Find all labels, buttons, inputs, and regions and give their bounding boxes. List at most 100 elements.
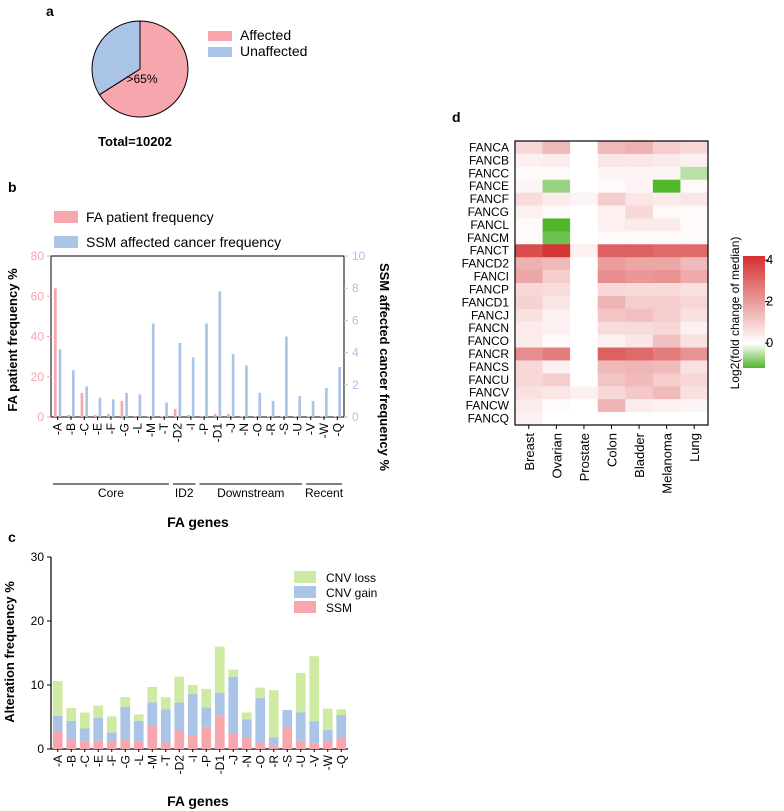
chart-c-x-tick-label: -Q [334,755,348,768]
chart-c-x-tick-label: -T [159,754,173,766]
colorbar-ticks: 4 2 0 [765,252,773,350]
bar-fa-patient-P [200,415,204,417]
heat-cell-FANCT-ovarian [542,244,571,258]
chart-b-ylabel-left: FA patient frequency % [5,268,20,412]
bar-cnv-gain-J [228,676,239,734]
bar-cnv-loss-J [228,669,239,677]
chart-b-x-tick-label: -O [250,423,264,436]
chart-b-left-tick-label: 60 [31,289,45,303]
chart-b-x-tick-label: -S [277,423,291,435]
heat-cell-FANCP-breast [515,283,543,297]
heat-cell-FANCB-lung [680,153,709,168]
chart-b-left-tick-label: 80 [31,249,45,263]
chart-c-x-tick-label: -R [267,755,281,768]
heat-cell-FANCV-colon [597,386,626,400]
chart-c-x-tick-label: -M [145,755,159,769]
colorbar [743,256,765,368]
bar-fa-patient-U [293,416,297,417]
heat-cell-FANCI-prostate [570,270,599,284]
heat-cell-FANCO-prostate [570,334,599,348]
bar-cnv-loss-F [106,716,117,733]
chart-c-x-tick-label: -B [64,755,78,767]
heat-cell-FANCT-melanoma [652,244,681,258]
heat-col-label: Lung [687,433,702,462]
bar-cnv-gain-R [268,737,279,746]
heat-cell-FANCD2-ovarian [542,257,571,271]
heat-cell-FANCE-breast [515,179,543,193]
bar-cnv-gain-U [295,712,306,741]
heat-cell-FANCG-prostate [570,205,599,219]
heat-cell-FANCB-prostate [570,153,599,168]
chart-b-right-tick-label: 10 [352,249,366,263]
chart-b-right-tick-label: 0 [352,410,359,424]
bar-cnv-loss-R [268,690,279,738]
heat-cell-FANCS-bladder [625,360,654,374]
heat-row-label: FANCU [468,373,509,387]
bar-ssm-cancer-D2 [178,342,182,417]
heat-cell-FANCF-lung [680,192,709,206]
chart-c-x-tick-label: -E [91,755,105,767]
colorbar-tick-label: 2 [766,294,773,309]
heat-cell-FANCM-ovarian [542,231,571,245]
heat-cell-FANCI-bladder [625,270,654,284]
heat-cell-FANCS-prostate [570,360,599,374]
bar-ssm-cancer-I [191,357,195,417]
heat-cell-FANCE-ovarian [542,179,571,193]
bar-ssm-D1 [214,715,225,749]
heat-cell-FANCU-lung [680,373,709,387]
heat-cell-FANCW-melanoma [652,399,681,413]
heat-cell-FANCE-lung [680,179,709,193]
bar-ssm-cancer-J [231,354,235,417]
heat-cell-FANCD1-lung [680,295,709,310]
heat-cell-FANCN-ovarian [542,321,571,335]
bar-cnv-gain-M [147,702,158,726]
bar-cnv-gain-D2 [174,702,185,731]
bar-ssm-cancer-D1 [218,291,222,417]
bar-fa-patient-F [107,413,110,417]
heat-cell-FANCA-colon [597,141,626,155]
pie-slice-unaffected [91,20,141,96]
heat-cell-FANCN-bladder [625,321,654,335]
heat-cell-FANCF-melanoma [652,192,681,206]
legend-label-fa-patient: FA patient frequency [86,209,214,225]
heat-cell-FANCF-breast [515,192,543,206]
bar-ssm-cancer-L [138,394,142,417]
heat-cell-FANCW-breast [515,399,543,413]
heat-cell-FANCM-lung [680,231,709,245]
bar-ssm-F [106,741,117,749]
bar-ssm-V [309,743,320,749]
heat-cell-FANCM-bladder [625,231,654,245]
chart-b-x-tick-label: -I [184,423,198,430]
legend-swatch-unaffected [208,47,232,57]
legend-swatch-ssm-cancer [54,236,78,248]
bar-fa-patient-N [240,416,244,417]
bar-ssm-E [93,740,104,749]
bar-cnv-loss-U [295,672,306,713]
heat-cell-FANCV-bladder [625,386,654,400]
bar-ssm-Q [336,738,347,749]
bar-cnv-gain-B [66,720,77,739]
heat-cell-FANCS-colon [597,360,626,374]
heat-cell-FANCF-bladder [625,192,654,206]
chart-b-x-tick-label: -P [197,423,211,435]
bar-cnv-loss-C [79,712,90,729]
heat-cell-FANCT-prostate [570,244,599,258]
chart-c-x-tick-label: -W [321,754,335,770]
heat-cell-FANCE-melanoma [652,179,681,193]
bar-cnv-gain-D1 [214,692,225,716]
bar-cnv-loss-T [160,697,171,710]
bar-ssm-cancer-G [125,392,128,417]
bar-ssm-W [322,741,333,749]
heat-col-label: Breast [522,433,537,471]
legend-swatch-fa-patient [54,211,78,223]
heat-row-label: FANCF [470,192,509,206]
heat-cell-FANCD1-bladder [625,295,654,310]
heat-row-label: FANCI [474,270,509,284]
heat-cell-FANCN-colon [597,321,626,335]
heat-cell-FANCO-bladder [625,334,654,348]
heat-cell-FANCD1-prostate [570,295,599,310]
heat-cell-FANCQ-ovarian [542,412,571,426]
heat-row-label: FANCC [468,166,509,180]
heat-cell-FANCQ-lung [680,412,709,426]
